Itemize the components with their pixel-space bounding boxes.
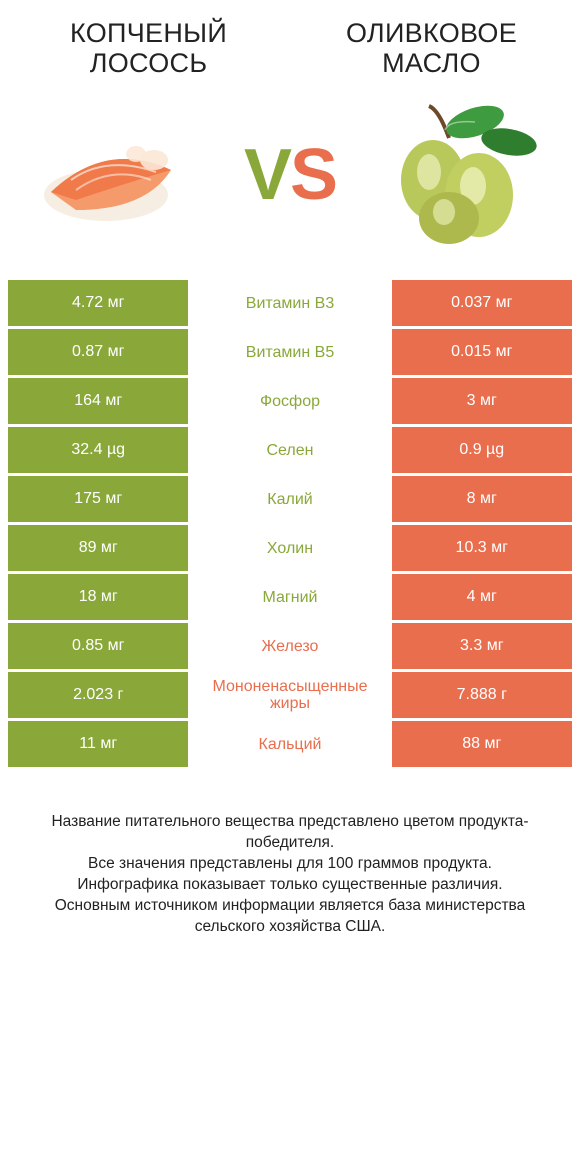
left-value-cell: 89 мг [8,525,188,571]
right-value-cell: 0.9 µg [392,427,572,473]
footer-line-4: Основным источником информации является … [55,897,526,935]
right-value-cell: 3 мг [392,378,572,424]
nutrient-label: Магний [188,574,391,620]
table-row: 11 мгКальций88 мг [8,721,572,767]
nutrient-label: Витамин B3 [188,280,391,326]
salmon-icon [36,120,206,230]
image-row: VS [0,86,580,280]
salmon-image [36,110,206,240]
nutrient-label: Мононенасыщенные жиры [188,672,391,718]
left-title: КОПЧЕНЫЙ ЛОСОСЬ [28,18,269,78]
olive-icon [379,100,539,250]
footer-line-1: Название питательного вещества представл… [51,813,528,851]
right-value-cell: 7.888 г [392,672,572,718]
right-value-cell: 88 мг [392,721,572,767]
footer-line-2: Все значения представлены для 100 граммо… [88,855,492,872]
right-value-cell: 0.037 мг [392,280,572,326]
right-value-cell: 4 мг [392,574,572,620]
table-row: 164 мгФосфор3 мг [8,378,572,424]
right-value-cell: 8 мг [392,476,572,522]
table-row: 32.4 µgСелен0.9 µg [8,427,572,473]
nutrient-label: Селен [188,427,391,473]
left-value-cell: 164 мг [8,378,188,424]
nutrient-label: Холин [188,525,391,571]
left-value-cell: 11 мг [8,721,188,767]
table-row: 175 мгКалий8 мг [8,476,572,522]
right-title: ОЛИВКОВОЕ МАСЛО [311,18,552,78]
left-value-cell: 175 мг [8,476,188,522]
left-value-cell: 32.4 µg [8,427,188,473]
nutrient-label: Фосфор [188,378,391,424]
nutrient-label: Кальций [188,721,391,767]
left-value-cell: 4.72 мг [8,280,188,326]
vs-label: VS [244,134,336,216]
header: КОПЧЕНЫЙ ЛОСОСЬ ОЛИВКОВОЕ МАСЛО [0,0,580,86]
nutrient-label: Железо [188,623,391,669]
table-row: 0.87 мгВитамин B50.015 мг [8,329,572,375]
table-row: 4.72 мгВитамин B30.037 мг [8,280,572,326]
table-row: 0.85 мгЖелезо3.3 мг [8,623,572,669]
left-value-cell: 2.023 г [8,672,188,718]
table-row: 2.023 гМононенасыщенные жиры7.888 г [8,672,572,718]
vs-v: V [244,135,290,215]
left-value-cell: 0.85 мг [8,623,188,669]
olive-image [374,110,544,240]
table-row: 89 мгХолин10.3 мг [8,525,572,571]
right-value-cell: 0.015 мг [392,329,572,375]
nutrient-label: Витамин B5 [188,329,391,375]
vs-s: S [290,135,336,215]
nutrient-label: Калий [188,476,391,522]
footer-line-3: Инфографика показывает только существенн… [77,876,502,893]
right-value-cell: 10.3 мг [392,525,572,571]
left-value-cell: 18 мг [8,574,188,620]
comparison-table: 4.72 мгВитамин B30.037 мг0.87 мгВитамин … [0,280,580,767]
left-value-cell: 0.87 мг [8,329,188,375]
right-value-cell: 3.3 мг [392,623,572,669]
table-row: 18 мгМагний4 мг [8,574,572,620]
footer-note: Название питательного вещества представл… [0,770,580,938]
